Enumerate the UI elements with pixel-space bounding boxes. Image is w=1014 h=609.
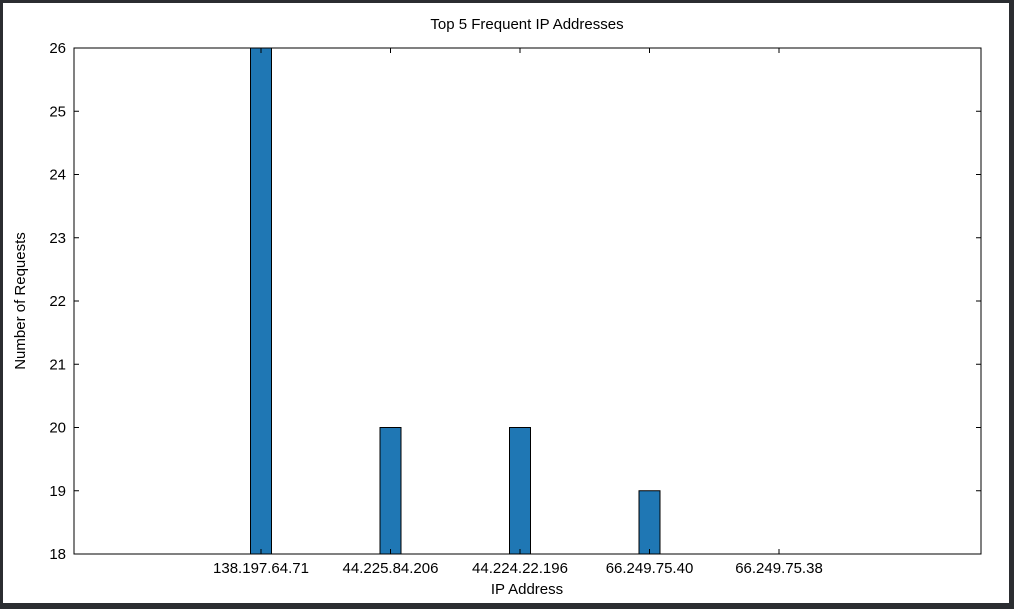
bar-0 bbox=[250, 47, 272, 555]
bars-group bbox=[250, 47, 661, 555]
x-axis-label: IP Address bbox=[491, 581, 563, 598]
x-tick-label-4: 66.249.75.38 bbox=[735, 560, 823, 577]
y-tick-label-7: 25 bbox=[49, 103, 66, 120]
chart-title: Top 5 Frequent IP Addresses bbox=[430, 16, 623, 33]
y-tick-label-1: 19 bbox=[49, 483, 66, 500]
x-tick-label-1: 44.225.84.206 bbox=[343, 560, 439, 577]
bar-2 bbox=[509, 427, 531, 555]
x-tick-label-2: 44.224.22.196 bbox=[472, 560, 568, 577]
x-tick-label-0: 138.197.64.71 bbox=[213, 560, 309, 577]
bar-chart: Top 5 Frequent IP Addresses 18 19 20 21 22 23… bbox=[12, 16, 982, 598]
y-axis-label: Number of Requests bbox=[12, 232, 29, 370]
y-axis: 18 19 20 21 22 23 24 25 26 bbox=[49, 40, 981, 563]
y-tick-label-0: 18 bbox=[49, 546, 66, 563]
y-tick-label-4: 22 bbox=[49, 293, 66, 310]
bar-1 bbox=[379, 427, 402, 555]
y-tick-label-2: 20 bbox=[49, 420, 66, 437]
bar-3 bbox=[638, 490, 661, 555]
x-axis: 138.197.64.71 44.225.84.206 44.224.22.196 6… bbox=[213, 48, 823, 577]
y-tick-label-8: 26 bbox=[49, 40, 66, 57]
x-tick-label-3: 66.249.75.40 bbox=[606, 560, 694, 577]
y-tick-label-5: 23 bbox=[49, 230, 66, 247]
y-tick-label-3: 21 bbox=[49, 356, 66, 373]
y-tick-label-6: 24 bbox=[49, 167, 66, 184]
chart-frame: Top 5 Frequent IP Addresses 18 19 20 21 22 23… bbox=[3, 3, 1009, 603]
